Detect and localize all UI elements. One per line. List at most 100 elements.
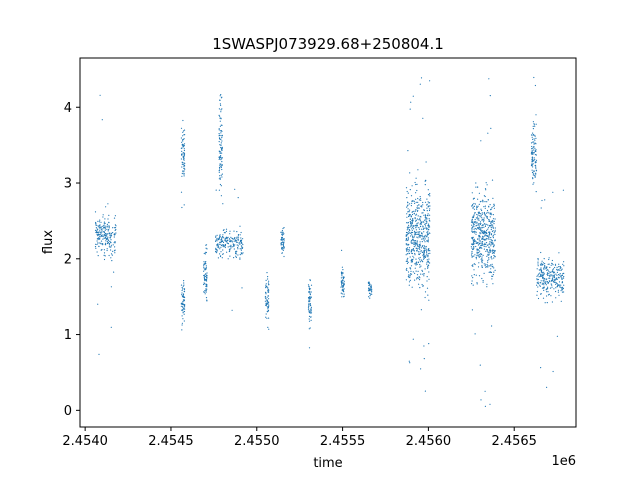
data-point — [479, 227, 481, 229]
data-point — [544, 199, 546, 201]
data-point — [559, 269, 561, 271]
data-point — [341, 249, 343, 251]
data-point — [425, 180, 427, 182]
data-point — [420, 309, 422, 311]
data-point — [235, 255, 237, 257]
data-point — [421, 238, 423, 240]
data-point — [416, 226, 418, 228]
data-point — [489, 213, 491, 215]
data-point — [309, 279, 311, 281]
data-point — [114, 224, 116, 226]
data-point — [103, 237, 105, 239]
data-point — [532, 178, 534, 180]
data-point — [561, 288, 563, 290]
data-point — [419, 252, 421, 254]
data-point — [420, 368, 422, 370]
data-point — [493, 203, 495, 205]
data-point — [550, 264, 552, 266]
data-point — [484, 225, 486, 227]
data-point — [554, 264, 557, 266]
data-point — [183, 320, 185, 322]
data-point — [416, 183, 418, 185]
data-point — [283, 227, 285, 229]
data-point — [424, 246, 426, 248]
data-point — [267, 278, 269, 280]
data-point — [491, 240, 494, 242]
data-point — [476, 248, 478, 251]
data-point — [234, 244, 236, 246]
data-point — [481, 242, 483, 244]
data-point — [343, 283, 345, 286]
data-point — [476, 283, 478, 285]
data-point — [282, 244, 284, 246]
data-point — [182, 295, 184, 297]
data-point — [239, 248, 241, 250]
data-point — [412, 200, 414, 202]
data-point — [477, 251, 479, 253]
data-point — [494, 227, 496, 229]
data-point — [478, 227, 480, 229]
data-point — [103, 224, 105, 227]
data-point — [413, 246, 415, 248]
data-point — [537, 297, 540, 300]
data-point — [215, 235, 217, 237]
data-point — [268, 289, 270, 291]
data-point — [109, 237, 111, 239]
data-point — [203, 270, 205, 272]
data-point — [340, 286, 342, 288]
data-point — [558, 276, 560, 279]
data-point — [535, 169, 537, 171]
data-point — [412, 249, 414, 251]
data-point — [545, 281, 547, 283]
data-point — [110, 246, 112, 248]
data-point — [419, 198, 422, 200]
data-point — [281, 242, 283, 244]
data-point — [406, 267, 408, 270]
data-point — [418, 257, 420, 259]
data-point — [239, 225, 241, 227]
data-point — [472, 284, 474, 286]
data-point — [184, 168, 186, 170]
data-point — [487, 238, 489, 240]
data-point — [492, 283, 494, 285]
data-point — [537, 263, 539, 265]
data-point — [486, 263, 488, 266]
data-point — [485, 237, 487, 240]
x-tick-label: 2.4540 — [62, 434, 108, 449]
data-point — [417, 169, 419, 171]
data-point — [483, 223, 486, 225]
data-point — [488, 252, 490, 254]
data-point — [485, 250, 487, 252]
data-point — [222, 229, 224, 231]
data-point — [182, 158, 185, 160]
data-point — [419, 243, 421, 245]
data-point — [488, 233, 491, 235]
data-point — [370, 293, 372, 295]
data-point — [546, 288, 548, 290]
data-point — [409, 267, 411, 269]
data-point — [107, 242, 109, 244]
data-point — [479, 235, 481, 237]
data-point — [108, 254, 110, 257]
data-point — [103, 258, 106, 261]
data-point — [530, 134, 533, 136]
data-point — [100, 249, 102, 251]
data-point — [541, 287, 544, 289]
data-point — [406, 229, 408, 231]
data-point — [488, 219, 490, 221]
data-point — [406, 222, 408, 224]
data-point — [341, 285, 343, 287]
data-point — [239, 254, 241, 256]
data-point — [239, 257, 241, 259]
data-point — [485, 215, 488, 217]
data-points-layer — [94, 76, 565, 407]
data-point — [233, 240, 235, 242]
data-point — [181, 150, 183, 152]
data-point — [370, 289, 372, 291]
data-point — [309, 293, 311, 295]
data-point — [223, 237, 225, 239]
data-point — [416, 236, 418, 238]
data-point — [221, 257, 223, 259]
data-point — [532, 147, 534, 149]
data-point — [532, 153, 534, 155]
